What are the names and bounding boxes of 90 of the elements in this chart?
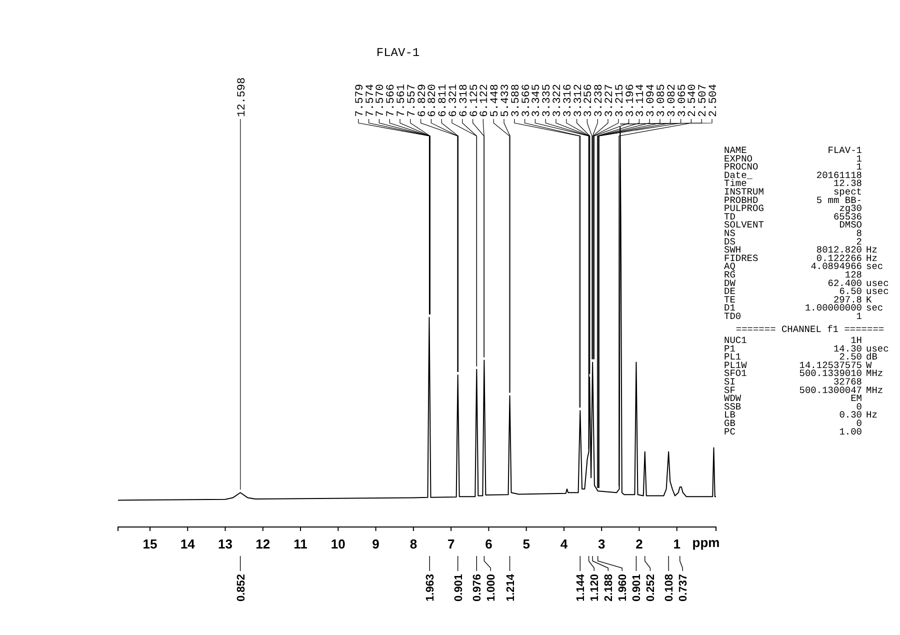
x-tick-label: 3 <box>598 536 606 552</box>
chart-title: FLAV-1 <box>376 46 420 60</box>
x-tick-label: 8 <box>410 536 418 552</box>
annotation: 3.227 <box>604 84 616 117</box>
annotation: 6.811 <box>438 84 450 117</box>
text: PULPROG zg30 <box>724 203 862 214</box>
x-tick-label: 13 <box>218 536 232 552</box>
annotation: 6.820 <box>427 84 440 117</box>
annotation: 0.737 <box>678 574 690 602</box>
x-tick-label: 12 <box>256 536 270 552</box>
text: INSTRUM spect <box>724 186 862 198</box>
annotation: 2.540 <box>687 84 700 117</box>
annotation: 1.960 <box>617 574 630 602</box>
x-tick-label: 11 <box>294 536 308 552</box>
annotation: 1.963 <box>424 574 437 602</box>
annotation: 3.312 <box>572 84 585 117</box>
x-tick-label: 4 <box>560 536 568 552</box>
annotation: 0.108 <box>664 574 676 602</box>
annotation: 7.561 <box>396 84 408 117</box>
annotation: 2.504 <box>708 84 720 117</box>
text: DS 2 <box>724 236 862 248</box>
text: NS 8 <box>724 228 862 239</box>
x-tick-label: 14 <box>180 536 196 552</box>
annotation: 6.829 <box>416 84 429 117</box>
annotation: 3.256 <box>583 84 596 117</box>
annotation: 7.557 <box>406 84 418 117</box>
annotation: 3.085 <box>656 84 668 117</box>
annotation: 3.322 <box>552 84 564 117</box>
x-tick-label: 7 <box>447 536 455 552</box>
annotation: 0.852 <box>235 574 248 602</box>
text: EXPNO 1 <box>724 153 862 164</box>
annotation: 3.588 <box>510 84 522 117</box>
annotation: 0.901 <box>631 574 644 602</box>
text: RG 128 <box>724 270 862 280</box>
text: SFO1 500.1339010 MHz <box>724 368 884 380</box>
annotation: 6.125 <box>468 84 481 117</box>
annotation: 3.566 <box>520 84 533 117</box>
annotation: 6.318 <box>458 84 470 117</box>
annotation: 7.574 <box>364 84 377 117</box>
x-tick-label: 9 <box>372 536 380 552</box>
text: D1 1.00000000 sec <box>724 302 884 314</box>
x-tick-label: 5 <box>522 536 530 552</box>
annotation: 3.238 <box>594 84 606 117</box>
x-axis-title: ppm <box>692 535 720 550</box>
annotation: 5.448 <box>490 84 502 117</box>
annotation: 0.976 <box>472 574 484 602</box>
text: DW 62.400 usec <box>724 278 889 289</box>
text: SI 32768 <box>724 376 862 388</box>
annotation: 5.433 <box>500 84 512 117</box>
text: LB 0.30 Hz <box>724 410 878 421</box>
text: PC 1.00 <box>724 426 862 438</box>
x-tick-label: 15 <box>142 536 158 552</box>
x-tick-label: 2 <box>636 536 643 552</box>
annotation: 3.316 <box>562 84 574 117</box>
text: SF 500.1300047 MHz <box>724 384 884 396</box>
annotation: 6.122 <box>479 84 492 117</box>
annotation: 3.114 <box>635 84 648 117</box>
text: TD0 1 <box>724 311 862 322</box>
annotation: 7.566 <box>386 84 398 117</box>
annotation: 1.000 <box>486 574 498 602</box>
annotation: 2.188 <box>603 574 616 602</box>
text: SOLVENT DMSO <box>724 220 862 231</box>
text: ======= CHANNEL f1 ======= <box>736 324 884 335</box>
text: Time 12.38 <box>724 178 862 190</box>
annotation: 7.579 <box>354 84 366 117</box>
annotation: 2.507 <box>698 84 710 117</box>
text: PROBHD 5 mm BB- <box>724 194 862 206</box>
annotation: 3.196 <box>624 84 637 117</box>
annotation: 12.598 <box>236 77 248 117</box>
annotation: 3.335 <box>542 84 554 117</box>
annotation: 3.094 <box>646 84 658 117</box>
annotation: 0.252 <box>645 574 658 602</box>
annotation: 1.214 <box>504 573 517 602</box>
text: GB 0 <box>724 418 862 429</box>
annotation: 3.345 <box>531 84 544 117</box>
x-tick-label: 1 <box>673 536 680 552</box>
annotation: 3.082 <box>666 84 678 117</box>
annotation: 3.215 <box>614 84 626 117</box>
text: AQ 4.0894966 sec <box>724 261 884 272</box>
x-tick-label: 6 <box>485 536 492 552</box>
annotation: 7.570 <box>375 84 388 117</box>
text: NAME FLAV-1 <box>724 145 862 156</box>
annotation: 0.901 <box>452 574 465 602</box>
annotation: 1.120 <box>589 574 602 602</box>
annotation: 6.321 <box>448 84 460 117</box>
text: NUC1 1H <box>724 335 862 346</box>
annotation: 1.144 <box>575 573 588 602</box>
x-tick-label: 10 <box>330 536 346 552</box>
text: PROCNO 1 <box>724 162 862 173</box>
annotation: 3.065 <box>676 84 689 117</box>
